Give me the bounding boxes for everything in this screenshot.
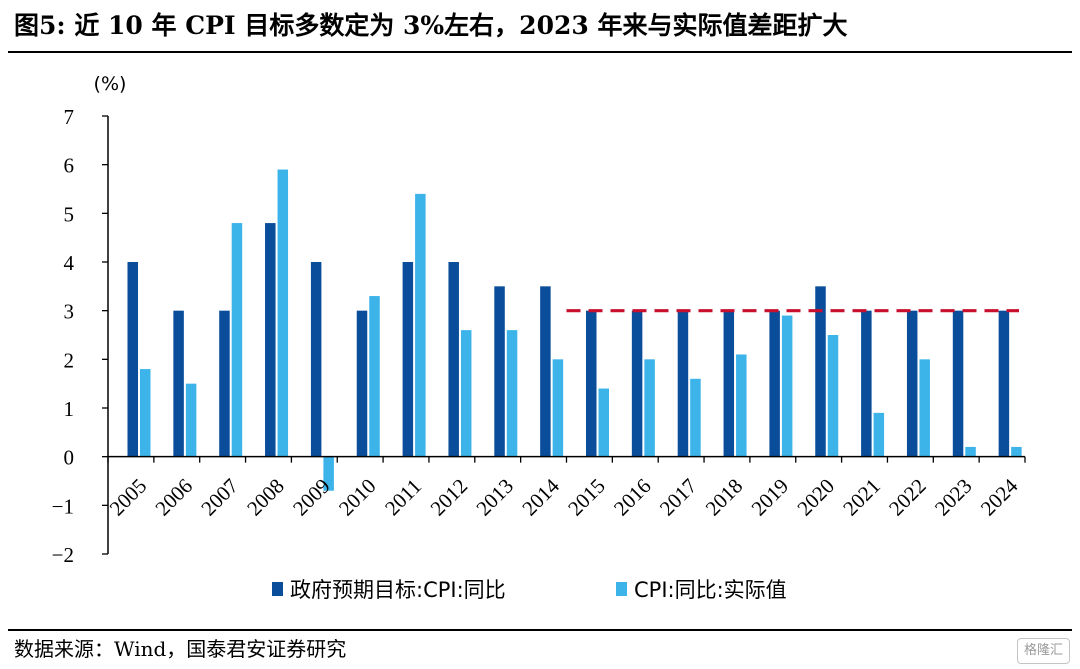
bar-actual-2006: [185, 383, 197, 457]
y-tick-label: −1: [52, 494, 74, 518]
x-tick-label: 2023: [930, 474, 977, 521]
bar-target-2021: [861, 310, 872, 457]
x-tick-label: 2014: [517, 473, 564, 520]
x-tick-label: 2010: [334, 474, 381, 521]
x-tick-label: 2006: [150, 474, 197, 521]
legend-label-target: 政府预期目标:CPI:同比: [290, 578, 506, 602]
x-tick-label: 2012: [426, 474, 473, 521]
x-tick-label: 2008: [242, 474, 289, 521]
bar-actual-2009: [323, 456, 334, 491]
bar-target-2007: [219, 310, 230, 457]
bar-actual-2008: [277, 169, 289, 457]
x-tick-label: 2016: [609, 474, 656, 521]
y-tick-label: 7: [64, 105, 75, 129]
legend-swatch-target: [272, 582, 283, 596]
bar-target-2014: [540, 286, 551, 457]
legend-swatch-actual: [616, 582, 627, 596]
x-tick-label: 2022: [884, 474, 931, 521]
x-tick-label: 2019: [747, 474, 794, 521]
x-tick-label: 2007: [196, 474, 243, 521]
bar-target-2020: [815, 286, 826, 457]
bar-actual-2020: [827, 335, 839, 457]
bar-actual-2012: [460, 330, 472, 457]
y-tick-label: 6: [64, 154, 75, 178]
x-tick-label: 2011: [380, 474, 426, 520]
bar-target-2015: [586, 310, 597, 457]
bar-actual-2017: [690, 378, 701, 457]
bar-actual-2010: [369, 296, 380, 457]
legend-label-actual: CPI:同比:实际值: [634, 578, 787, 602]
y-tick-label: 1: [64, 397, 75, 421]
y-tick-label: 2: [64, 348, 75, 372]
bar-target-2019: [769, 310, 780, 457]
x-tick-label: 2005: [105, 474, 152, 521]
bar-target-2023: [952, 310, 964, 457]
source-rule: [8, 629, 1072, 631]
bar-target-2017: [677, 310, 689, 457]
bar-actual-2018: [736, 354, 747, 457]
bar-actual-2005: [140, 369, 151, 457]
x-tick-label: 2018: [701, 474, 748, 521]
bar-target-2006: [173, 310, 184, 457]
y-axis-unit-label: (%): [94, 73, 127, 95]
bar-target-2009: [310, 262, 322, 457]
bar-target-2011: [402, 262, 414, 457]
bar-actual-2015: [598, 388, 609, 457]
bar-actual-2007: [231, 223, 243, 457]
y-tick-label: 5: [64, 202, 75, 226]
title-rule: [8, 51, 1072, 53]
bar-target-2013: [494, 286, 505, 457]
bar-target-2018: [723, 310, 735, 457]
figure-title: 图5: 近 10 年 CPI 目标多数定为 3%左右，2023 年来与实际值差距…: [14, 11, 848, 40]
y-tick-label: −2: [52, 543, 74, 567]
bar-target-2016: [631, 310, 643, 457]
x-tick-label: 2021: [838, 474, 885, 521]
bar-actual-2021: [873, 412, 885, 457]
bar-actual-2024: [1011, 446, 1022, 457]
bar-target-2010: [356, 310, 368, 457]
y-tick-label: 0: [64, 446, 75, 470]
bar-target-2022: [906, 310, 918, 457]
bar-actual-2016: [644, 359, 655, 457]
bar-actual-2019: [781, 315, 793, 457]
y-tick-label: 3: [64, 300, 75, 324]
y-tick-label: 4: [64, 251, 75, 275]
watermark-logo: 格隆汇: [1016, 638, 1070, 664]
bar-actual-2022: [919, 359, 930, 457]
x-tick-label: 2024: [976, 473, 1023, 520]
bar-actual-2011: [415, 193, 426, 457]
x-tick-label: 2020: [792, 474, 839, 521]
x-tick-label: 2015: [563, 474, 610, 521]
bar-target-2012: [448, 262, 459, 457]
bar-actual-2023: [965, 446, 976, 457]
bar-target-2008: [265, 223, 276, 457]
bar-target-2005: [127, 262, 138, 457]
bar-actual-2013: [506, 330, 518, 457]
bar-actual-2014: [552, 359, 564, 457]
source-note: 数据来源：Wind，国泰君安证券研究: [14, 637, 347, 661]
bar-target-2024: [998, 310, 1010, 457]
x-tick-label: 2017: [655, 474, 702, 521]
x-tick-label: 2013: [471, 474, 518, 521]
